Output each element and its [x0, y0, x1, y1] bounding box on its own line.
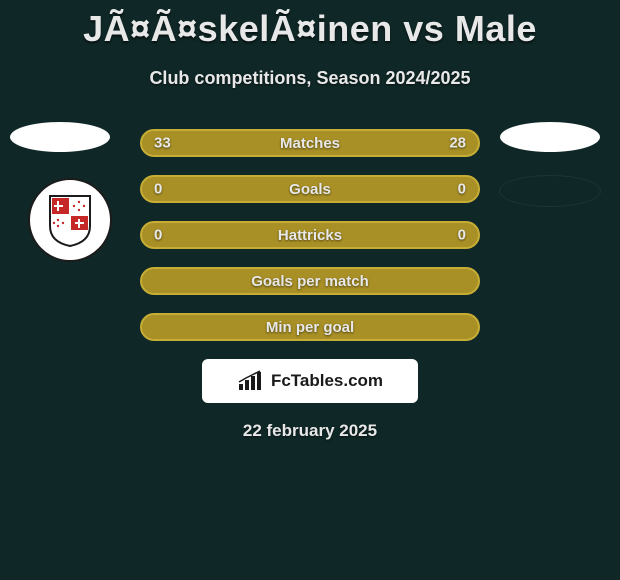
stat-value-left: 0	[154, 181, 162, 198]
stat-value-right: 0	[458, 227, 466, 244]
stat-label: Hattricks	[278, 227, 342, 244]
page-title: JÃ¤Ã¤skelÃ¤inen vs Male	[0, 0, 620, 50]
stat-row-goals-per-match: Goals per match	[140, 267, 480, 295]
stat-value-left: 33	[154, 135, 171, 152]
bar-chart-icon	[237, 370, 265, 392]
page: JÃ¤Ã¤skelÃ¤inen vs Male Club competition…	[0, 0, 620, 580]
player1-badge-top	[10, 122, 110, 152]
stat-label: Matches	[280, 135, 340, 152]
stat-label: Goals per match	[251, 273, 369, 290]
stat-row-hattricks: 0 Hattricks 0	[140, 221, 480, 249]
page-subtitle: Club competitions, Season 2024/2025	[0, 68, 620, 89]
fctables-logo[interactable]: FcTables.com	[202, 359, 418, 403]
stat-value-left: 0	[154, 227, 162, 244]
logo-text: FcTables.com	[271, 371, 383, 391]
stat-value-right: 0	[458, 181, 466, 198]
stat-label: Goals	[289, 181, 331, 198]
shield-icon	[46, 192, 94, 248]
player2-badge-mid	[500, 176, 600, 206]
footer-date: 22 february 2025	[0, 421, 620, 441]
stat-row-min-per-goal: Min per goal	[140, 313, 480, 341]
stat-row-goals: 0 Goals 0	[140, 175, 480, 203]
stat-row-matches: 33 Matches 28	[140, 129, 480, 157]
stat-value-right: 28	[449, 135, 466, 152]
player2-badge-top	[500, 122, 600, 152]
stat-label: Min per goal	[266, 319, 354, 336]
player1-club-badge	[28, 178, 112, 262]
